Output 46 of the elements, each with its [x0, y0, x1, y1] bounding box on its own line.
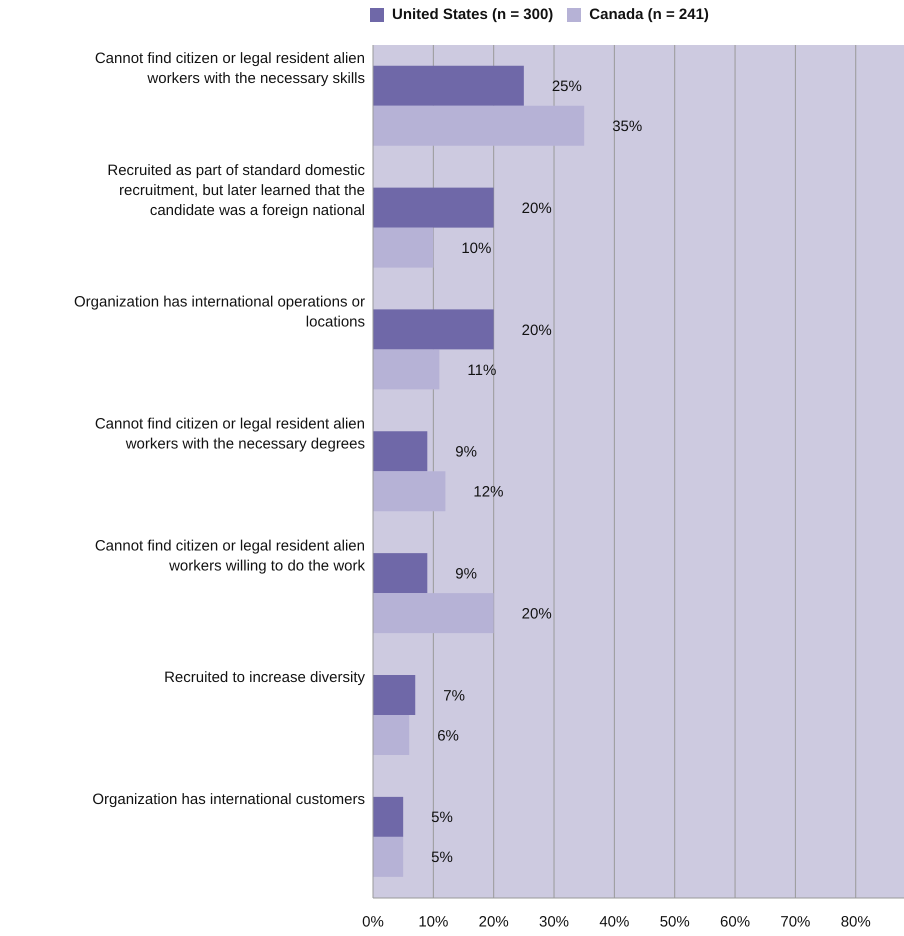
data-label: 20% [522, 200, 552, 217]
bar [373, 66, 524, 106]
x-tick-label: 20% [478, 914, 509, 931]
x-tick-label: 10% [418, 914, 448, 931]
bar [373, 188, 494, 228]
legend-label: United States (n = 300) [392, 6, 554, 23]
bar [373, 309, 494, 350]
data-label: 7% [443, 687, 465, 704]
y-tick-label: Organization has international customers [92, 791, 365, 808]
bar [373, 349, 440, 390]
data-label: 6% [437, 727, 459, 744]
bar [373, 471, 446, 512]
y-tick-label: Cannot find citizen or legal resident alien workers with the necessary skills [94, 50, 365, 87]
bar [373, 228, 434, 268]
x-tick-label: 80% [840, 914, 871, 931]
bar [373, 431, 428, 472]
bar [373, 106, 584, 146]
bar [373, 836, 404, 877]
y-tick-label: Cannot find citizen or legal resident alien workers willing to do the work [94, 537, 366, 574]
data-label: 5% [431, 849, 453, 866]
data-label: 5% [431, 809, 453, 826]
data-label: 10% [461, 240, 492, 257]
data-label: 20% [522, 605, 552, 622]
legend-label: Canada (n = 241) [589, 6, 709, 23]
x-tick-label: 60% [720, 914, 750, 931]
data-label: 9% [455, 444, 477, 461]
x-tick-label: 30% [539, 914, 570, 931]
data-label: 11% [467, 362, 496, 379]
x-tick-label: 50% [660, 914, 690, 931]
data-label: 25% [552, 78, 582, 96]
data-label: 9% [455, 565, 477, 582]
bar [373, 553, 428, 594]
x-tick-label: 40% [599, 914, 630, 931]
y-tick-label: Recruited as part of standard domestic recruitment, but later learned that the candidate was a foreign national [107, 162, 366, 219]
y-tick-label: Organization has international operations or locations [74, 294, 365, 331]
y-tick-label: Recruited to increase diversity [164, 669, 366, 686]
bar [373, 675, 416, 715]
bar [373, 715, 410, 755]
x-tick-label: 70% [780, 914, 810, 931]
bar [373, 796, 404, 837]
data-label: 20% [522, 322, 552, 339]
x-tick-label: 0% [362, 914, 384, 931]
y-tick-label: Cannot find citizen or legal resident alien workers with the necessary degrees [94, 416, 365, 452]
bar [373, 593, 494, 634]
data-label: 35% [612, 118, 642, 136]
data-label: 12% [473, 484, 504, 501]
